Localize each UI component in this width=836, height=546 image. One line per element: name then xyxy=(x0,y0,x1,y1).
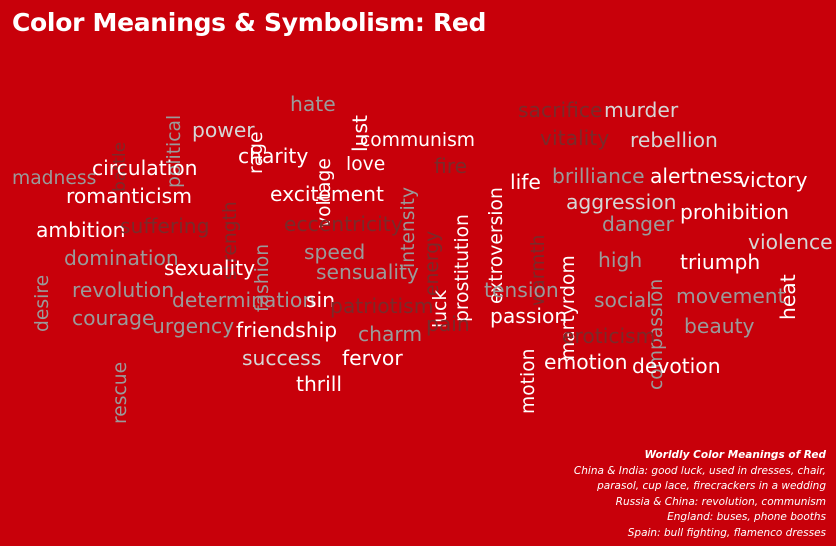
word-pain: pain xyxy=(426,312,470,336)
word-desire: desire xyxy=(32,274,53,332)
word-eccentricity: eccentricity xyxy=(284,212,403,236)
word-sacrifice: sacrifice xyxy=(518,98,603,122)
word-high: high xyxy=(598,248,643,272)
word-speed: speed xyxy=(304,240,366,264)
word-patriotism: patriotism xyxy=(330,294,434,318)
worldly-meaning-line: parasol, cup lace, firecrackers in a wed… xyxy=(597,480,826,492)
word-courage: courage xyxy=(72,306,155,330)
word-urgency: urgency xyxy=(152,314,235,338)
word-danger: danger xyxy=(602,212,674,236)
page-title: Color Meanings & Symbolism: Red xyxy=(12,8,487,37)
word-alertness: alertness xyxy=(650,164,744,188)
word-sin: sin xyxy=(306,288,336,312)
word-revolution: revolution xyxy=(72,278,175,302)
word-success: success xyxy=(242,346,322,370)
worldly-meanings-heading: Worldly Color Meanings of Red xyxy=(644,449,826,461)
worldly-meanings-panel: Worldly Color Meanings of Red China & In… xyxy=(574,448,826,541)
word-vitality: vitality xyxy=(540,126,610,150)
word-life: life xyxy=(510,170,541,194)
worldly-meaning-line: Spain: bull fighting, flamenco dresses xyxy=(627,526,826,539)
word-movement: movement xyxy=(676,284,786,308)
word-emotion: emotion xyxy=(544,350,628,374)
word-energy: energy xyxy=(422,230,443,296)
word-rescue: rescue xyxy=(110,361,131,424)
word-love: love xyxy=(346,154,386,175)
word-friendship: friendship xyxy=(236,318,338,342)
word-violence: violence xyxy=(748,230,833,254)
word-prohibition: prohibition xyxy=(680,200,789,224)
worldly-meaning-line: Russia & China: revolution, communism xyxy=(615,495,826,508)
word-passion: passion xyxy=(490,304,568,328)
word-beauty: beauty xyxy=(684,314,755,338)
word-eroticism: eroticism xyxy=(562,324,656,348)
word-circulation: circulation xyxy=(92,156,198,180)
word-ambition: ambition xyxy=(36,218,126,242)
word-fire: fire xyxy=(434,154,468,178)
word-rebellion: rebellion xyxy=(630,128,718,152)
word-charity: charity xyxy=(238,144,309,168)
word-hate: hate xyxy=(290,92,336,116)
word-motion: motion xyxy=(518,348,539,415)
word-romanticism: romanticism xyxy=(66,184,192,208)
word-charm: charm xyxy=(358,322,423,346)
word-power: power xyxy=(192,118,255,142)
word-excitement: excitement xyxy=(270,182,384,206)
word-sensuality: sensuality xyxy=(316,260,419,284)
word-suffering: suffering xyxy=(120,214,210,238)
word-domination: domination xyxy=(64,246,179,270)
word-devotion: devotion xyxy=(632,354,721,378)
word-triumph: triumph xyxy=(680,250,761,274)
word-thrill: thrill xyxy=(296,372,343,396)
word-madness: madness xyxy=(12,168,97,189)
word-tension: tension xyxy=(484,278,559,302)
word-murder: murder xyxy=(604,98,679,122)
word-sexuality: sexuality xyxy=(164,256,256,280)
word-brilliance: brilliance xyxy=(552,164,645,188)
word-communism: communism xyxy=(360,130,476,151)
word-prostitution: prostitution xyxy=(452,214,473,322)
word-aggression: aggression xyxy=(566,190,677,214)
word-determination: determination xyxy=(172,288,316,312)
worldly-meaning-line: England: buses, phone booths xyxy=(667,511,826,523)
word-victory: victory xyxy=(738,168,808,192)
word-fervor: fervor xyxy=(342,346,403,370)
worldly-meaning-line: China & India: good luck, used in dresse… xyxy=(573,464,826,477)
word-social: social xyxy=(594,288,652,312)
